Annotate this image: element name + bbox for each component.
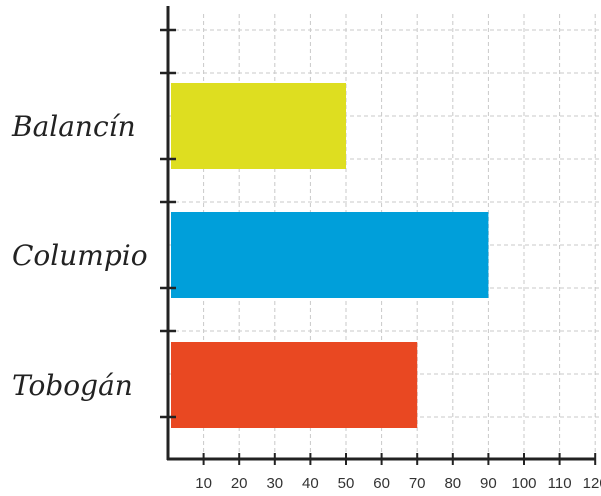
- bar-columpio: [171, 212, 489, 298]
- axes: [160, 6, 597, 465]
- bar-tobogán: [171, 342, 418, 428]
- bar-balancín: [171, 83, 346, 169]
- x-tick-label: 80: [444, 475, 461, 492]
- x-tick-label: 30: [266, 475, 283, 492]
- x-tick-label: 120: [583, 475, 601, 492]
- x-tick-label: 60: [373, 475, 390, 492]
- x-tick-label: 40: [302, 475, 319, 492]
- category-label: Columpio: [12, 239, 148, 272]
- bars: [171, 83, 489, 428]
- x-tick-label: 50: [338, 475, 355, 492]
- x-tick-label: 100: [511, 475, 536, 492]
- x-tick-label: 10: [195, 475, 212, 492]
- category-label: Tobogán: [12, 369, 133, 402]
- x-tick-label: 70: [409, 475, 426, 492]
- category-label: Balancín: [11, 110, 136, 143]
- labels: 10 20 30 40 50 60 70 80 90 100 110 120 Balancín Colum…: [11, 110, 601, 492]
- x-tick-label: 110: [548, 475, 572, 492]
- x-tick-label: 90: [480, 475, 497, 492]
- x-tick-label: 20: [231, 475, 248, 492]
